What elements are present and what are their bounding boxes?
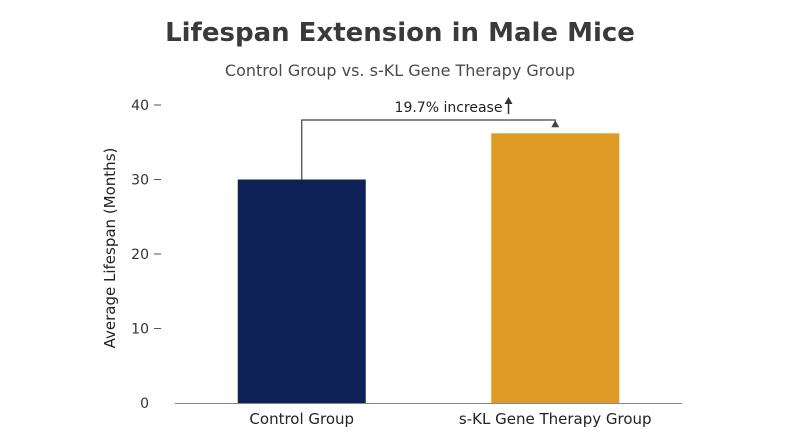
bar-control-group [237,179,366,403]
y-axis: 0 10 20 30 40 [131,98,161,412]
y-tick-label: 10 [131,322,149,338]
annotation-label: 19.7% increase [395,100,503,116]
y-axis-title: Average Lifespan (Months) [101,148,119,349]
x-category-label: s-KL Gene Therapy Group [459,410,652,428]
y-tick-label: 30 [131,173,149,189]
chart-subtitle: Control Group vs. s-KL Gene Therapy Grou… [224,61,576,80]
y-tick-label: 0 [140,396,149,412]
increase-annotation: 19.7% increase [301,97,560,180]
bar-gene-therapy-group [491,133,620,403]
up-arrow-icon [504,97,513,104]
x-axis-category-labels: Control Group s-KL Gene Therapy Group [249,410,651,428]
y-tick-label: 20 [131,247,149,263]
annotation-arrowhead [551,120,560,128]
chart-title: Lifespan Extension in Male Mice [165,18,635,48]
bars [237,133,620,403]
y-tick-label: 40 [131,98,149,114]
x-category-label: Control Group [249,410,354,428]
